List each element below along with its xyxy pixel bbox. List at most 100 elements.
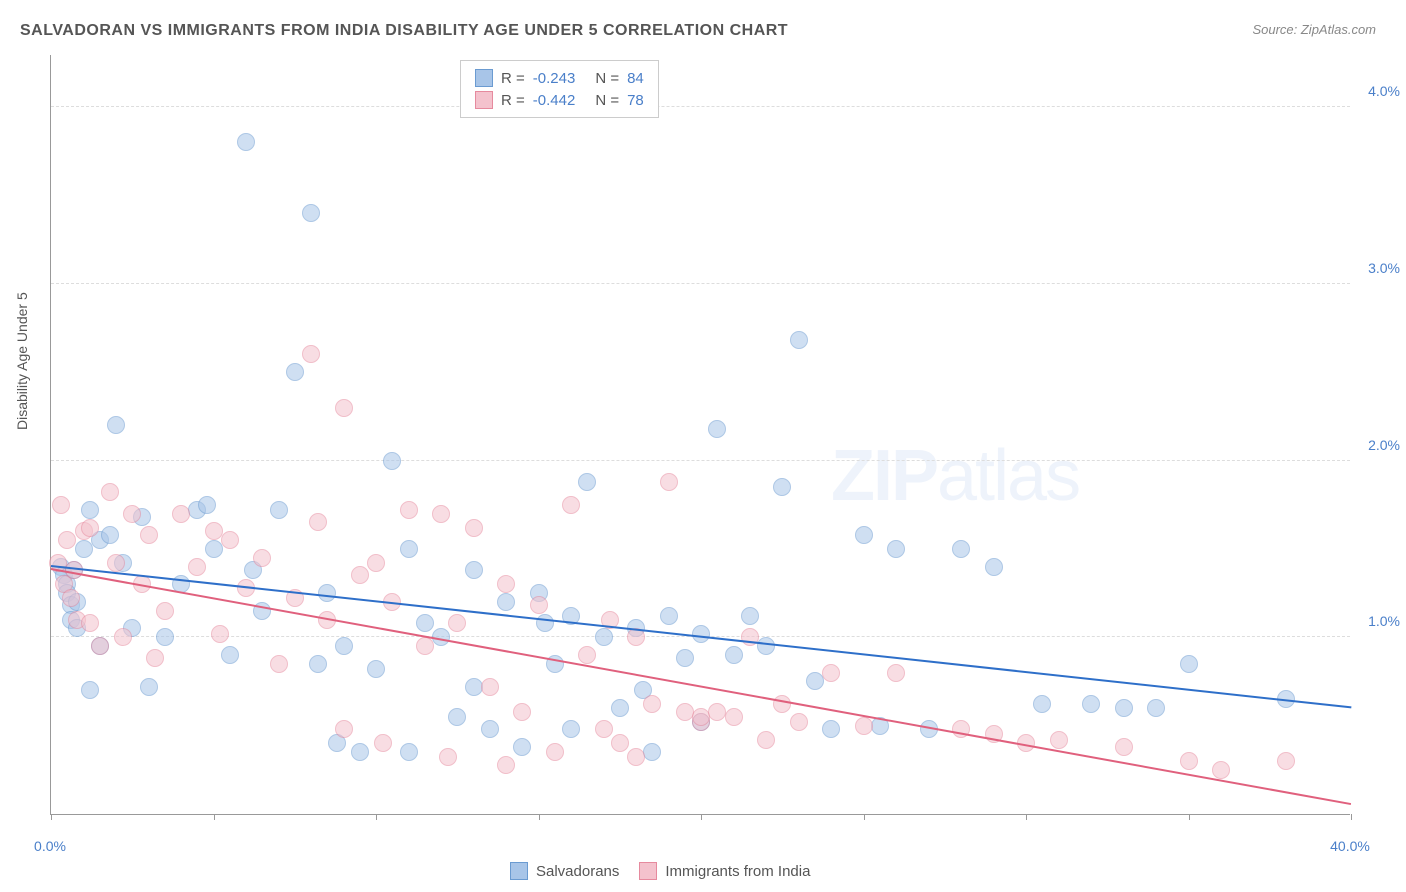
scatter-point: [62, 589, 80, 607]
scatter-point: [1115, 738, 1133, 756]
x-tick: [539, 814, 540, 820]
scatter-point: [253, 549, 271, 567]
legend-row: R = -0.243N = 84: [475, 67, 644, 89]
x-tick-label: 40.0%: [1330, 838, 1370, 854]
scatter-point: [1277, 752, 1295, 770]
scatter-point: [400, 540, 418, 558]
scatter-point: [708, 703, 726, 721]
scatter-point: [513, 703, 531, 721]
scatter-point: [335, 720, 353, 738]
scatter-point: [140, 678, 158, 696]
scatter-point: [318, 584, 336, 602]
scatter-point: [1050, 731, 1068, 749]
source-attribution: Source: ZipAtlas.com: [1252, 22, 1376, 37]
legend-n-label: N =: [595, 92, 619, 109]
scatter-point: [81, 519, 99, 537]
x-tick-label: 0.0%: [34, 838, 66, 854]
scatter-point: [660, 473, 678, 491]
scatter-point: [52, 496, 70, 514]
y-tick-label: 2.0%: [1355, 437, 1400, 453]
x-tick: [376, 814, 377, 820]
scatter-point: [562, 496, 580, 514]
scatter-point: [221, 531, 239, 549]
scatter-point: [156, 602, 174, 620]
scatter-point: [465, 519, 483, 537]
scatter-point: [205, 522, 223, 540]
scatter-point: [416, 637, 434, 655]
scatter-point: [497, 593, 515, 611]
scatter-point: [123, 505, 141, 523]
scatter-point: [725, 708, 743, 726]
legend-swatch: [639, 862, 657, 880]
gridline: [51, 106, 1350, 107]
scatter-point: [611, 734, 629, 752]
scatter-point: [822, 720, 840, 738]
scatter-point: [107, 416, 125, 434]
scatter-point: [58, 531, 76, 549]
scatter-point: [335, 637, 353, 655]
scatter-point: [578, 646, 596, 664]
gridline: [51, 460, 1350, 461]
scatter-point: [309, 513, 327, 531]
x-tick: [864, 814, 865, 820]
scatter-point: [627, 748, 645, 766]
scatter-point: [172, 505, 190, 523]
x-tick: [214, 814, 215, 820]
legend-r-label: R =: [501, 92, 525, 109]
legend-n-value: 84: [627, 70, 644, 87]
scatter-point: [81, 501, 99, 519]
scatter-point: [497, 756, 515, 774]
legend-row: R = -0.442N = 78: [475, 89, 644, 111]
correlation-legend: R = -0.243N = 84R = -0.442N = 78: [460, 60, 659, 118]
scatter-point: [416, 614, 434, 632]
scatter-point: [309, 655, 327, 673]
scatter-point: [448, 708, 466, 726]
legend-n-value: 78: [627, 92, 644, 109]
legend-item: Salvadorans: [510, 862, 619, 880]
chart-title: SALVADORAN VS IMMIGRANTS FROM INDIA DISA…: [20, 22, 788, 40]
plot-area: ZIPatlas 1.0%2.0%3.0%4.0%: [50, 55, 1350, 815]
scatter-point: [439, 748, 457, 766]
gridline: [51, 283, 1350, 284]
scatter-point: [383, 452, 401, 470]
scatter-point: [773, 478, 791, 496]
scatter-point: [465, 561, 483, 579]
scatter-point: [530, 596, 548, 614]
scatter-point: [536, 614, 554, 632]
x-tick: [701, 814, 702, 820]
scatter-point: [237, 133, 255, 151]
scatter-point: [757, 731, 775, 749]
legend-label: Salvadorans: [536, 863, 619, 880]
scatter-point: [562, 720, 580, 738]
legend-r-value: -0.243: [533, 70, 576, 87]
y-axis-label: Disability Age Under 5: [14, 292, 30, 430]
scatter-point: [1082, 695, 1100, 713]
scatter-point: [367, 660, 385, 678]
scatter-point: [790, 713, 808, 731]
scatter-point: [660, 607, 678, 625]
legend-swatch: [510, 862, 528, 880]
scatter-point: [1212, 761, 1230, 779]
scatter-point: [335, 399, 353, 417]
scatter-point: [1033, 695, 1051, 713]
scatter-point: [188, 558, 206, 576]
scatter-point: [595, 628, 613, 646]
scatter-point: [952, 540, 970, 558]
legend-swatch: [475, 91, 493, 109]
scatter-point: [101, 526, 119, 544]
scatter-point: [887, 664, 905, 682]
x-tick: [1189, 814, 1190, 820]
scatter-point: [81, 614, 99, 632]
scatter-point: [611, 699, 629, 717]
legend-label: Immigrants from India: [665, 863, 810, 880]
scatter-point: [351, 743, 369, 761]
scatter-point: [1147, 699, 1165, 717]
scatter-point: [156, 628, 174, 646]
y-tick-label: 3.0%: [1355, 260, 1400, 276]
scatter-point: [855, 717, 873, 735]
scatter-point: [578, 473, 596, 491]
scatter-point: [790, 331, 808, 349]
scatter-point: [822, 664, 840, 682]
scatter-point: [708, 420, 726, 438]
scatter-point: [302, 204, 320, 222]
